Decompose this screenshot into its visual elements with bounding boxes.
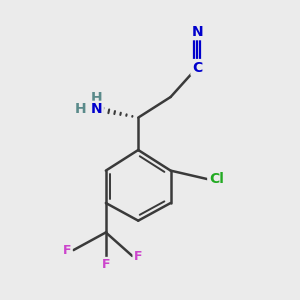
- Text: H: H: [91, 92, 103, 106]
- Text: N: N: [191, 25, 203, 39]
- Text: Cl: Cl: [209, 172, 224, 186]
- Text: F: F: [134, 250, 142, 262]
- Text: F: F: [102, 258, 110, 271]
- Text: C: C: [192, 61, 202, 75]
- Text: N: N: [91, 102, 103, 116]
- Text: H: H: [75, 102, 87, 116]
- Text: F: F: [63, 244, 71, 256]
